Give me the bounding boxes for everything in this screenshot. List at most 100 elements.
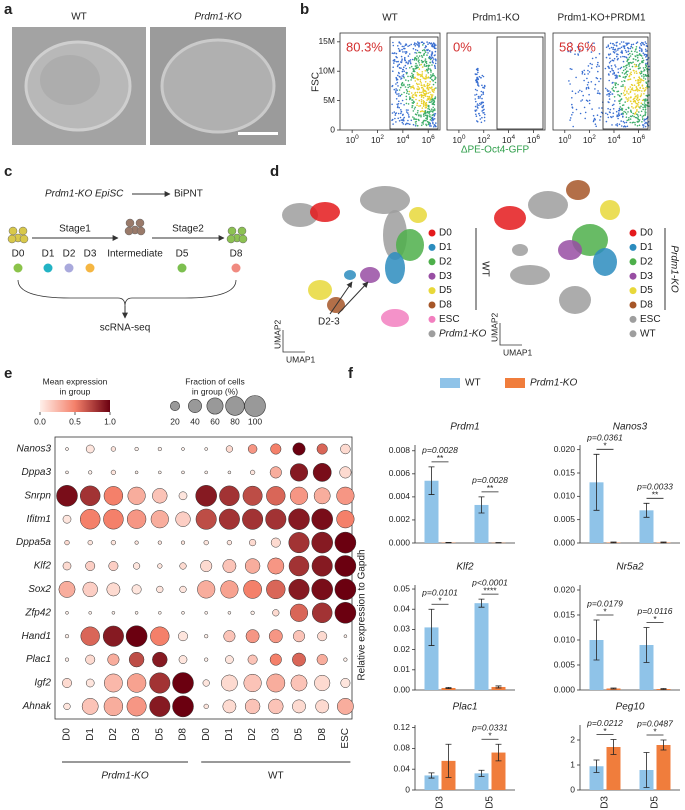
flow-event <box>429 125 431 127</box>
flow-event <box>421 66 424 68</box>
flow-event <box>598 80 600 83</box>
flow-event <box>609 53 612 55</box>
flow-event <box>474 88 477 91</box>
tick-base: 10 <box>502 135 512 145</box>
flow-event <box>408 83 411 86</box>
flow-event <box>475 93 478 96</box>
flow-event <box>624 88 626 90</box>
flow-event <box>475 109 478 111</box>
flow-event <box>417 78 419 81</box>
flow-event <box>620 66 623 69</box>
flow-event <box>430 87 432 89</box>
flow-event <box>417 74 420 76</box>
legend-label: Prdm1-KO <box>439 328 486 339</box>
flow-event <box>593 42 595 44</box>
flow-event <box>417 41 419 43</box>
flow-event <box>475 115 478 117</box>
flow-event <box>622 84 624 86</box>
flow-event <box>648 94 650 96</box>
flow-event <box>624 72 627 74</box>
tick-base: 10 <box>371 135 381 145</box>
flow-event <box>616 125 619 127</box>
flow-event <box>422 96 425 99</box>
flow-event <box>595 65 598 68</box>
flow-event <box>635 79 637 82</box>
y-tick-label: 0.020 <box>554 444 576 454</box>
flow-event <box>631 102 633 105</box>
flow-cloud <box>474 67 486 124</box>
flow-event <box>607 44 610 46</box>
flow-event <box>592 120 595 123</box>
dot <box>134 540 139 545</box>
flow-event <box>615 82 618 84</box>
dot <box>125 625 148 647</box>
flow-event <box>474 73 477 75</box>
flow-event <box>626 119 628 122</box>
flow-event <box>432 74 435 77</box>
stage-label: Stage1 <box>59 224 91 235</box>
umap-axis-label: UMAP2 <box>272 319 282 349</box>
flow-event <box>631 87 634 89</box>
flow-event <box>609 60 612 63</box>
flow-event <box>482 93 485 95</box>
flow-event <box>424 81 427 83</box>
flow-event <box>421 74 423 77</box>
p-value: p=0.0028 <box>421 445 458 455</box>
dotplot-frame <box>54 436 353 720</box>
flow-event <box>616 115 618 118</box>
flow-event <box>393 62 395 64</box>
dot <box>128 651 145 668</box>
flow-event <box>639 77 641 80</box>
flow-event <box>427 67 430 69</box>
flow-event <box>416 102 419 105</box>
flow-event <box>623 110 625 113</box>
flow-event <box>637 101 640 104</box>
legend-label: D0 <box>439 228 452 239</box>
flow-event <box>405 79 407 81</box>
flow-event <box>614 66 617 68</box>
flow-event <box>423 48 425 51</box>
dot <box>65 447 69 451</box>
flow-event <box>609 93 611 96</box>
dot <box>225 655 234 664</box>
flow-event <box>429 68 431 70</box>
flow-event <box>621 50 623 52</box>
flow-event <box>416 88 418 90</box>
y-tick-label: 0.010 <box>554 634 576 644</box>
flow-event <box>479 95 482 98</box>
flow-event <box>615 44 618 47</box>
flow-event <box>404 64 407 67</box>
flow-event <box>622 60 625 63</box>
flow-event <box>397 74 399 77</box>
flow-event <box>416 55 418 57</box>
dot <box>288 578 310 600</box>
flow-event <box>635 46 638 48</box>
flow-event <box>399 49 401 51</box>
legend-label: D2 <box>439 256 452 267</box>
flow-event <box>403 104 405 106</box>
dot <box>126 673 147 693</box>
x-tick-label: 102 <box>477 134 490 146</box>
flow-event <box>606 94 608 96</box>
flow-event <box>599 115 602 118</box>
flow-event <box>638 53 641 55</box>
flow-event <box>397 71 400 74</box>
flow-event <box>433 87 436 90</box>
flow-event <box>619 95 621 98</box>
dot <box>311 531 333 554</box>
size-legend-dot <box>244 395 266 417</box>
dot <box>197 580 216 599</box>
flow-event <box>571 90 574 92</box>
flow-event <box>626 73 628 76</box>
flow-event <box>427 92 430 94</box>
y-tick-label: 0.000 <box>554 537 576 547</box>
flow-event <box>432 62 435 64</box>
flow-event <box>433 114 436 117</box>
flow-event <box>643 89 646 92</box>
flow-event <box>483 116 486 119</box>
flow-event <box>643 93 645 95</box>
flow-event <box>598 107 600 109</box>
dot <box>290 674 308 692</box>
gate <box>389 36 439 130</box>
flow-event <box>579 48 581 50</box>
